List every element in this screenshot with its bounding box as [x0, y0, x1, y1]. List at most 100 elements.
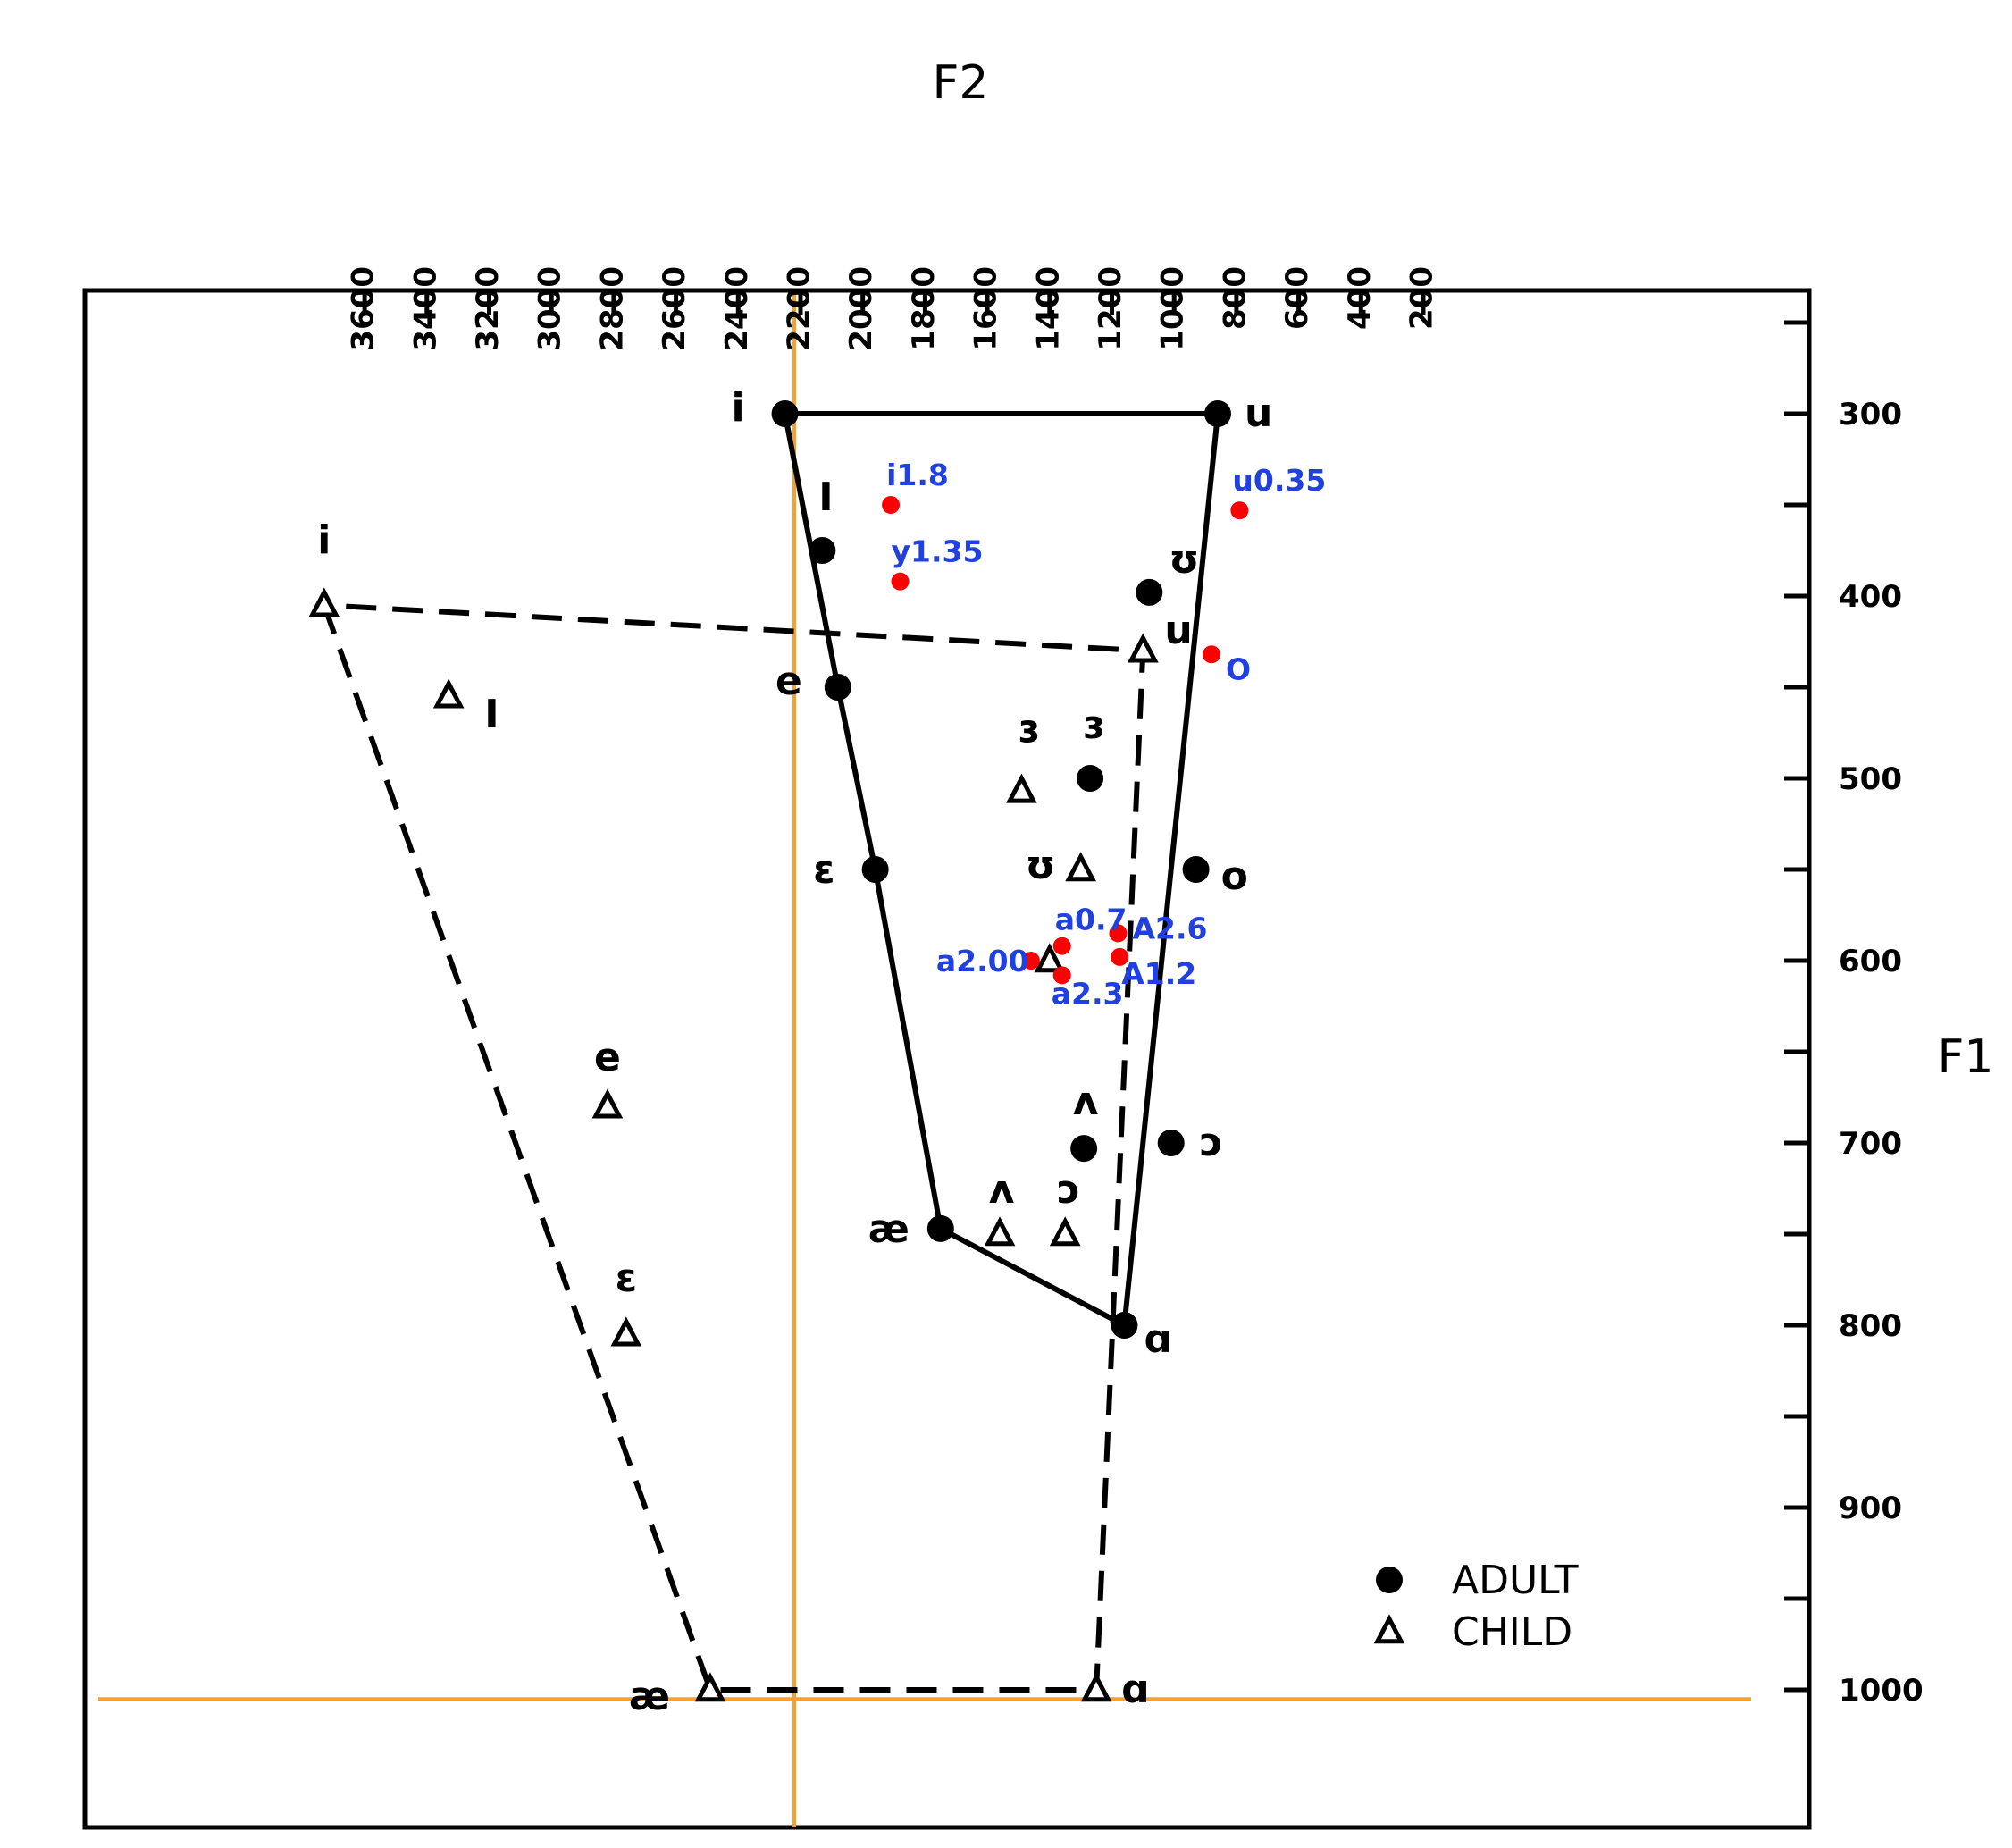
child-vowel-label: ɑ: [1121, 1667, 1150, 1712]
adult-vowel-point: [1077, 765, 1104, 792]
y-axis-title: F1: [1938, 1030, 1994, 1084]
child-vowel-label: e: [594, 1035, 621, 1080]
legend-label: ADULT: [1452, 1558, 1579, 1603]
x-tick-label: 1000: [1155, 266, 1191, 351]
adult-vowel-point: [809, 537, 836, 564]
x-tick-label: 600: [1279, 266, 1315, 330]
x-tick-label: 3400: [407, 266, 443, 351]
x-tick-label: 1800: [906, 266, 942, 351]
child-vowel-label: i: [317, 517, 331, 563]
adult-vowel-point: [1203, 400, 1231, 427]
child-vowel-polygon: [320, 601, 1146, 1693]
x-tick-label: 2200: [782, 266, 817, 351]
x-tick-label: 3600: [346, 266, 381, 351]
x-tick-label: 1600: [968, 266, 1004, 351]
child-vowel-point: [308, 587, 340, 617]
child-vowel-label: ʊ: [1026, 843, 1056, 888]
adult-vowel-point: [926, 1214, 954, 1242]
adult-vowel-label: æ: [868, 1206, 910, 1252]
measured-vowel-label: A2.6: [1132, 911, 1207, 945]
child-vowel-point: [694, 1672, 726, 1702]
child-vowel-label: I: [484, 692, 499, 737]
adult-vowel-label: ʌ: [1073, 1079, 1099, 1124]
y-tick-label: 700: [1839, 1126, 1902, 1162]
measured-vowel-point: [1109, 924, 1128, 943]
measured-vowel-label: A1.2: [1121, 956, 1196, 991]
measured-vowel-point: [1230, 501, 1249, 520]
adult-vowel-point: [771, 400, 799, 427]
x-tick-label: 200: [1404, 266, 1440, 330]
legend-marker-child: [1373, 1614, 1405, 1644]
adult-vowel-label: o: [1221, 853, 1248, 899]
adult-vowel-label: I: [818, 475, 833, 520]
adult-vowel-label: u: [1245, 391, 1272, 436]
x-axis-title: F2: [933, 56, 989, 110]
adult-vowel-label: i: [731, 385, 744, 431]
child-vowel-point: [1080, 1672, 1112, 1702]
x-tick-label: 2000: [843, 266, 879, 351]
child-vowel-point: [1006, 773, 1037, 803]
adult-vowel-point: [861, 856, 889, 883]
child-vowel-label: ɜ: [1018, 706, 1039, 752]
measured-vowel-label: a2.00: [936, 944, 1029, 979]
measured-vowel-label: u0.35: [1232, 463, 1326, 498]
y-tick-label: 800: [1839, 1308, 1902, 1344]
measured-vowel-point: [882, 496, 901, 514]
adult-vowel-label: ɜ: [1083, 702, 1104, 748]
adult-vowel-label: ɛ: [813, 847, 835, 893]
child-vowel-point: [1128, 633, 1159, 663]
adult-vowel-label: e: [775, 659, 802, 704]
measured-vowel-point: [891, 572, 910, 591]
child-vowel-label: ɔ: [1057, 1167, 1080, 1213]
legend-label: CHILD: [1452, 1609, 1572, 1655]
measured-vowel-point: [1111, 947, 1129, 966]
measured-vowel-label: i1.8: [886, 458, 949, 492]
y-tick-label: 400: [1839, 579, 1902, 615]
y-tick-label: 600: [1839, 944, 1902, 979]
adult-vowel-label: ɔ: [1200, 1120, 1223, 1165]
child-vowel-label: ʌ: [989, 1167, 1015, 1213]
child-vowel-point: [1065, 852, 1096, 882]
child-vowel-label: ɛ: [616, 1256, 638, 1301]
adult-vowel-point: [1182, 856, 1210, 883]
child-vowel-point: [1049, 1216, 1081, 1247]
child-vowel-point: [591, 1088, 624, 1119]
x-tick-label: 2400: [719, 266, 755, 351]
x-tick-label: 800: [1217, 266, 1253, 330]
adult-vowel-label: ɑ: [1144, 1316, 1172, 1362]
y-tick-label: 900: [1839, 1491, 1902, 1526]
adult-vowel-point: [1136, 578, 1163, 606]
measured-vowel-point: [1052, 966, 1071, 985]
plot-frame: [82, 288, 1812, 1830]
adult-vowel-label: ʊ: [1169, 537, 1199, 583]
y-tick-label: 1000: [1839, 1673, 1924, 1709]
x-tick-label: 2600: [657, 266, 692, 351]
child-vowel-point: [432, 678, 465, 709]
adult-vowel-point: [1070, 1135, 1098, 1163]
child-vowel-label: u: [1164, 608, 1192, 653]
x-tick-label: 1400: [1030, 266, 1066, 351]
adult-vowel-point: [1111, 1312, 1138, 1339]
x-tick-label: 1200: [1093, 266, 1128, 351]
child-vowel-point: [610, 1316, 642, 1347]
adult-vowel-point: [1157, 1130, 1185, 1156]
x-tick-label: 2800: [594, 266, 630, 351]
measured-vowel-label: a2.3: [1052, 976, 1124, 1011]
x-tick-label: 3000: [532, 266, 568, 351]
y-tick-label: 500: [1839, 761, 1902, 797]
x-tick-label: 3200: [470, 266, 506, 351]
measured-vowel-label: O: [1226, 651, 1251, 686]
adult-vowel-point: [824, 674, 851, 701]
measured-vowel-label: y1.35: [892, 534, 984, 569]
measured-vowel-point: [1052, 937, 1071, 955]
y-tick-label: 300: [1839, 397, 1902, 433]
child-vowel-point: [984, 1216, 1016, 1247]
legend-marker-adult: [1376, 1567, 1403, 1593]
measured-vowel-point: [1021, 952, 1040, 970]
child-vowel-label: æ: [629, 1674, 670, 1719]
measured-vowel-point: [1203, 645, 1221, 664]
child-vowel-point: [1034, 943, 1066, 973]
measured-vowel-label: a0.7: [1055, 903, 1128, 937]
x-tick-label: 400: [1342, 266, 1378, 330]
